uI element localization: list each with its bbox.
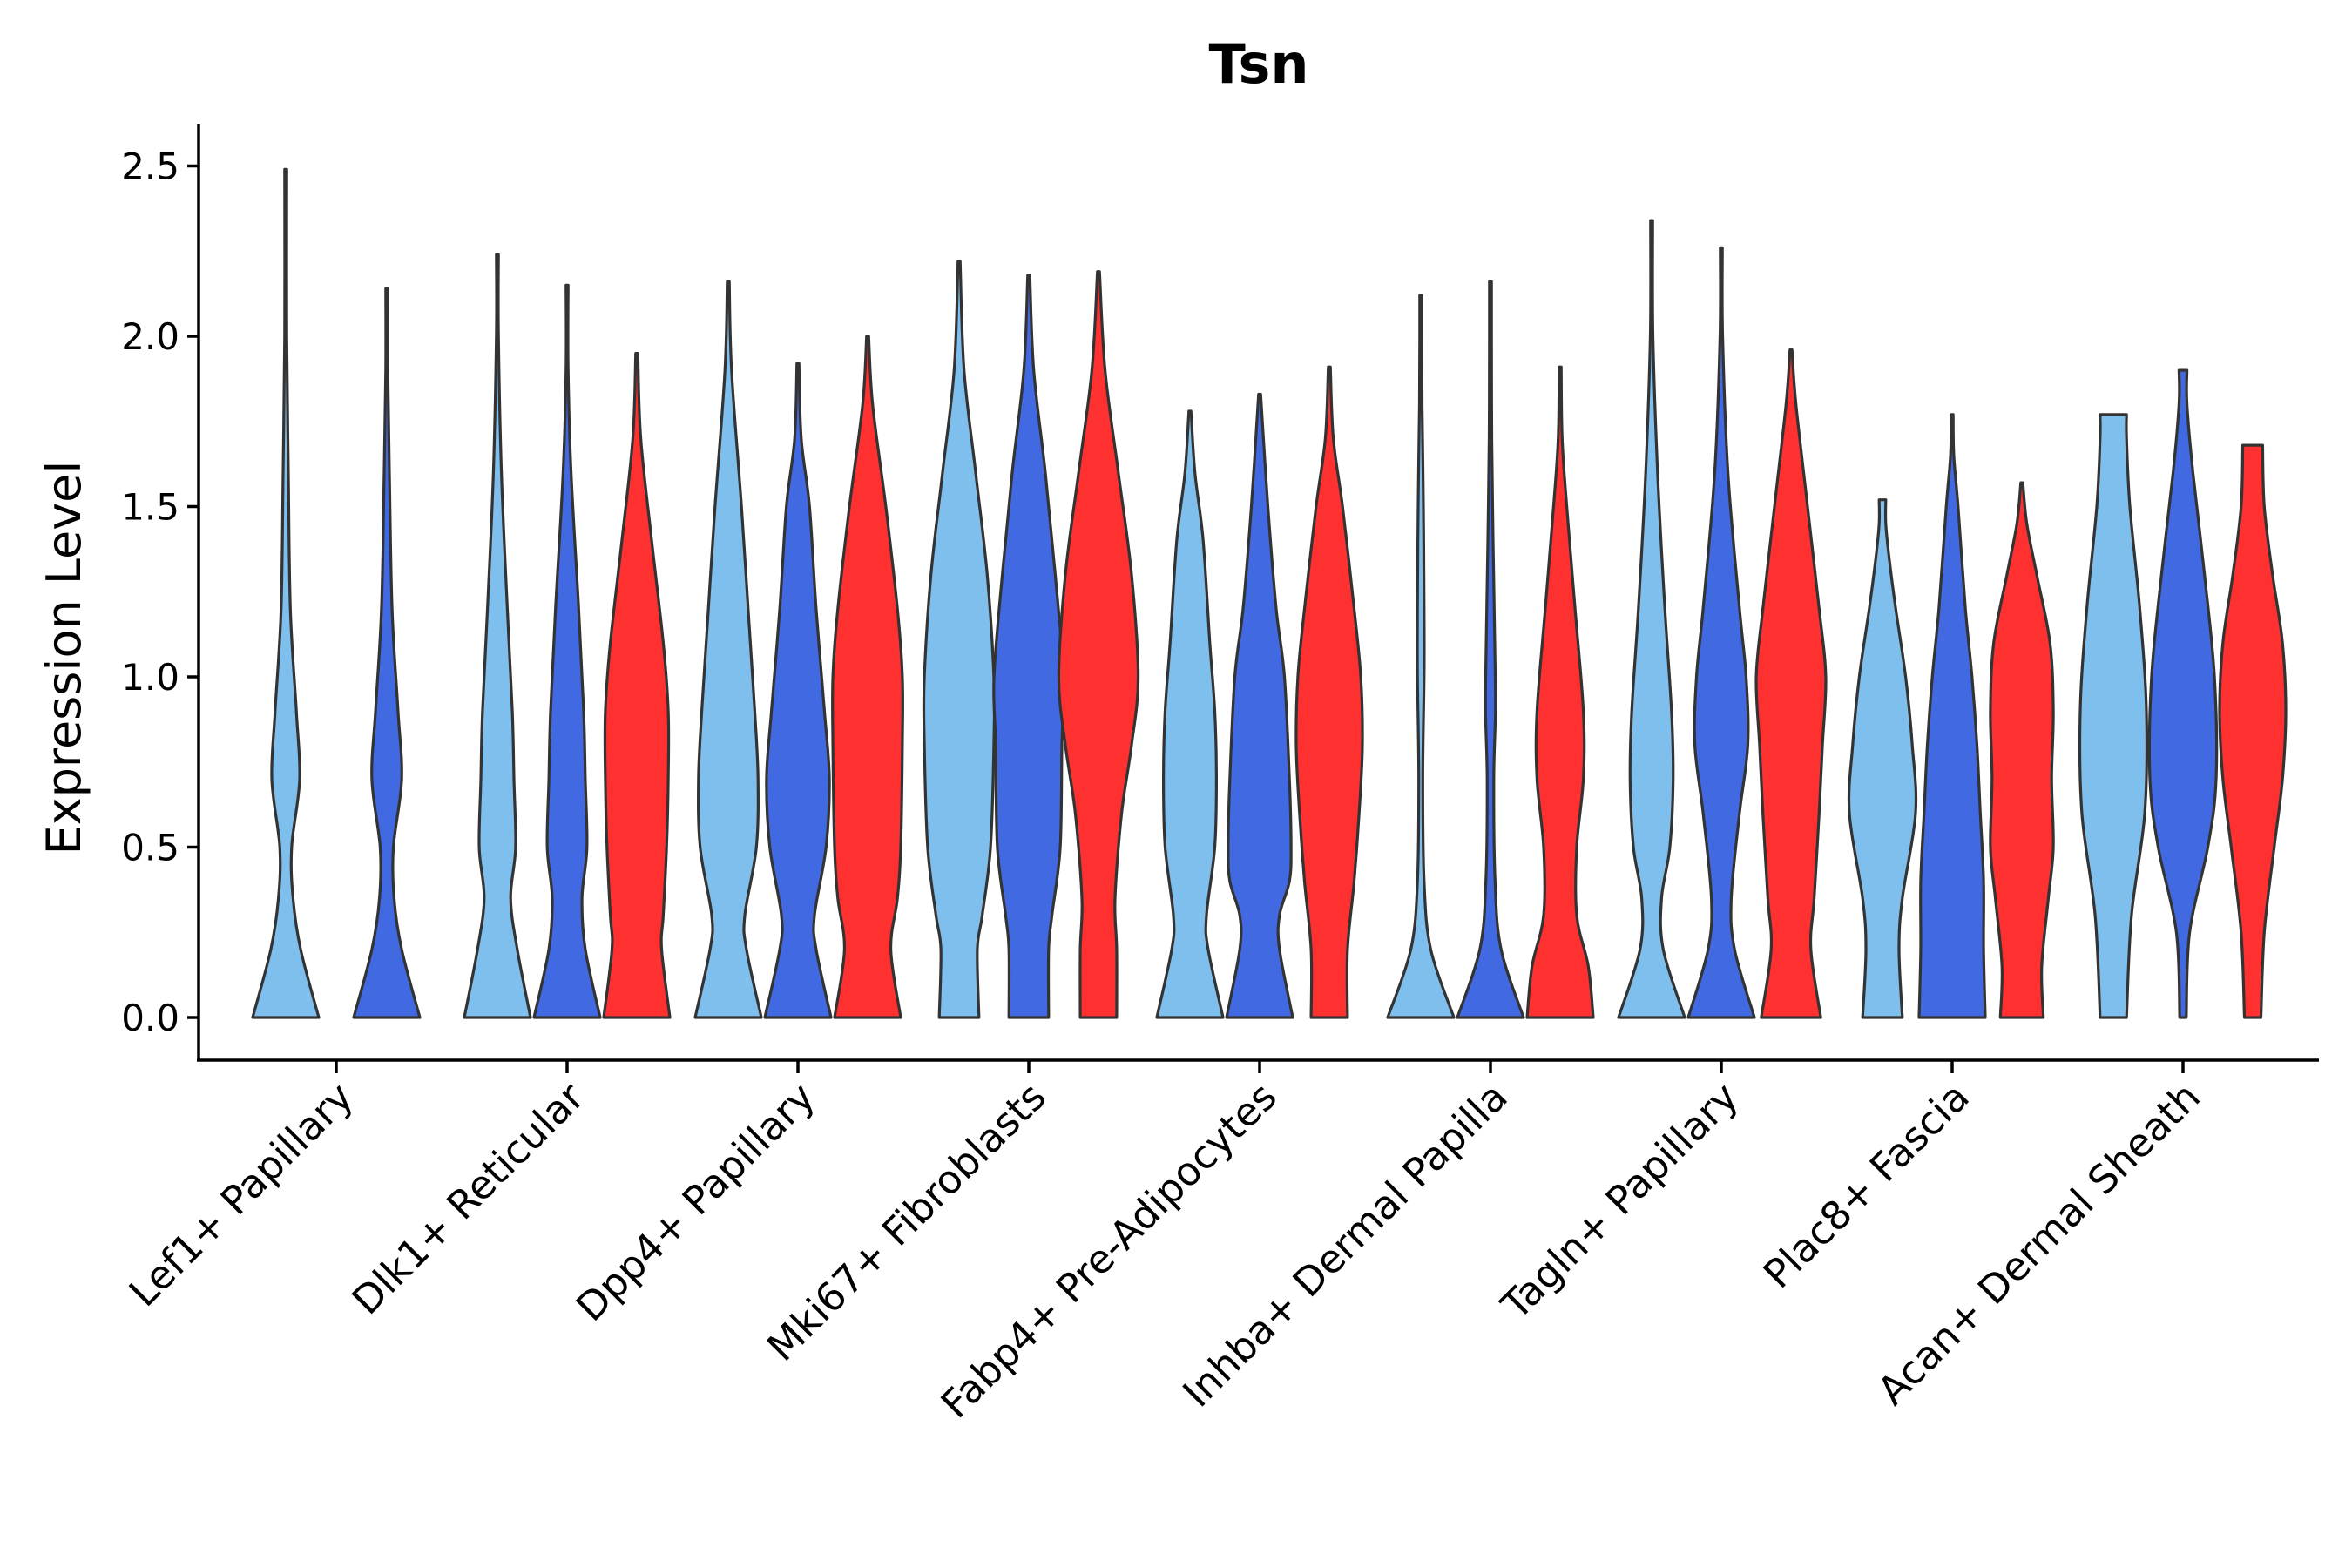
violin-light bbox=[922, 260, 997, 1019]
violin-red bbox=[1057, 270, 1140, 1019]
violin-medium bbox=[352, 287, 422, 1019]
violin-light bbox=[693, 280, 763, 1019]
violin-light bbox=[2078, 413, 2149, 1019]
violin-light bbox=[463, 253, 532, 1019]
x-tick-label: Plac8+ Fascia bbox=[1754, 1073, 1978, 1297]
y-ticks: 0.0 0.5 1.0 1.5 2.0 2.5 bbox=[121, 145, 199, 1039]
violin-light bbox=[251, 167, 321, 1019]
violin-medium bbox=[1917, 413, 1987, 1019]
y-tick-label: 1.5 bbox=[121, 486, 179, 529]
violin-medium bbox=[1225, 392, 1294, 1019]
axes bbox=[197, 124, 2319, 1062]
violin-red bbox=[1754, 348, 1828, 1019]
x-tick-label: Tagln+ Papillary bbox=[1492, 1073, 1747, 1328]
violin-medium bbox=[1686, 246, 1756, 1019]
y-tick-label: 2.0 bbox=[121, 315, 179, 358]
violin-light bbox=[1386, 294, 1456, 1019]
violin-medium bbox=[992, 274, 1065, 1019]
violin-light bbox=[1617, 219, 1686, 1019]
violin-medium bbox=[1456, 280, 1525, 1019]
y-tick-label: 1.0 bbox=[121, 656, 179, 699]
violin-light bbox=[1847, 498, 1918, 1019]
violin-red bbox=[2218, 443, 2288, 1019]
violin-light bbox=[1155, 409, 1225, 1019]
violin-red bbox=[1525, 365, 1595, 1019]
x-tick-label: Dpp4+ Papillary bbox=[567, 1073, 824, 1330]
violin-red bbox=[831, 335, 905, 1019]
violin-medium bbox=[763, 362, 833, 1019]
x-tick-label: Dlk1+ Reticular bbox=[343, 1073, 593, 1323]
violin-medium bbox=[2147, 368, 2219, 1019]
chart-title: Tsn bbox=[1208, 32, 1308, 96]
violin-medium bbox=[532, 283, 602, 1019]
violin-red bbox=[1294, 365, 1364, 1019]
violin-red bbox=[602, 352, 672, 1019]
x-tick-label: Lef1+ Papillary bbox=[120, 1073, 362, 1315]
y-axis-label: Expression Level bbox=[37, 461, 91, 855]
y-tick-label: 2.5 bbox=[121, 145, 179, 188]
violin-layer bbox=[251, 167, 2288, 1019]
violin-red bbox=[1989, 481, 2055, 1019]
y-tick-label: 0.0 bbox=[121, 997, 179, 1039]
y-tick-label: 0.5 bbox=[121, 827, 179, 869]
